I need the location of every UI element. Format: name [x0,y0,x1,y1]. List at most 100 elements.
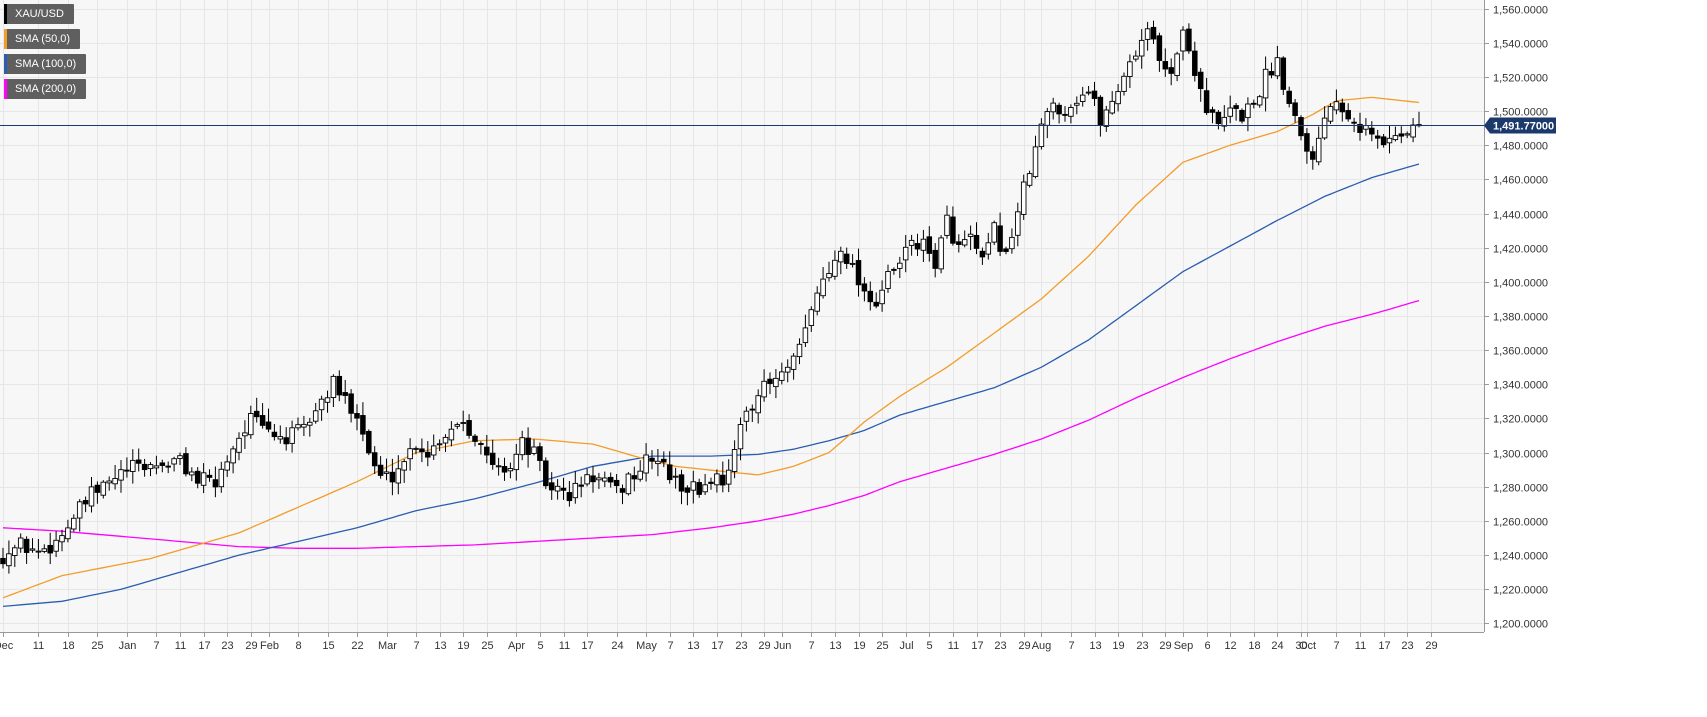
candle[interactable] [708,477,714,490]
candle[interactable] [330,374,337,407]
candle[interactable] [1109,91,1115,115]
candle[interactable] [814,286,820,316]
candle[interactable] [118,460,124,493]
candle[interactable] [1192,41,1198,82]
candle[interactable] [1221,105,1228,132]
candle[interactable] [29,538,36,553]
legend-item-sma200[interactable]: SMA (200,0) [4,79,87,99]
candle[interactable] [1038,118,1045,150]
candle[interactable] [0,547,6,569]
candle[interactable] [584,468,590,487]
candle[interactable] [295,417,301,431]
candle[interactable] [1227,95,1233,124]
candle[interactable] [436,439,443,452]
candle[interactable] [6,540,12,574]
candle[interactable] [613,474,620,494]
candle[interactable] [218,461,225,493]
candle[interactable] [737,417,744,461]
candle[interactable] [454,422,461,430]
candle[interactable] [879,280,885,312]
candle[interactable] [826,261,832,282]
candle[interactable] [401,459,407,483]
candle[interactable] [41,544,48,554]
candle[interactable] [720,461,726,493]
candle[interactable] [460,410,466,432]
candle[interactable] [902,235,909,273]
candle[interactable] [248,405,254,439]
candle[interactable] [1369,121,1375,142]
candle[interactable] [236,432,242,461]
candle[interactable] [342,379,348,404]
candle[interactable] [743,406,750,432]
candle[interactable] [967,225,974,251]
candle[interactable] [779,362,785,385]
candle[interactable] [1121,72,1127,96]
candle[interactable] [1327,103,1334,124]
candle[interactable] [537,442,543,472]
candle[interactable] [519,430,525,461]
candle[interactable] [796,338,803,365]
candle[interactable] [12,544,18,567]
candle[interactable] [318,395,325,421]
candle[interactable] [348,389,354,423]
candle[interactable] [1068,104,1074,124]
candle[interactable] [47,532,53,565]
candle[interactable] [177,452,183,466]
candle[interactable] [926,226,933,262]
candle[interactable] [466,414,472,439]
candle[interactable] [489,439,496,470]
candle[interactable] [820,267,826,299]
candle[interactable] [832,250,838,280]
candle[interactable] [714,469,720,493]
candle[interactable] [1003,246,1009,255]
candle[interactable] [112,465,118,490]
candle[interactable] [147,462,154,477]
sma100-line[interactable] [2,163,1420,608]
candle[interactable] [1085,86,1092,96]
candle[interactable] [525,427,531,468]
candle[interactable] [1127,54,1133,88]
candle[interactable] [956,234,962,253]
candle[interactable] [661,451,667,468]
candle[interactable] [684,485,691,506]
candle[interactable] [666,451,673,484]
candle[interactable] [1333,89,1340,115]
candle[interactable] [336,370,343,402]
candle[interactable] [1298,115,1304,141]
legend-item-symbol[interactable]: XAU/USD [4,4,74,24]
candle[interactable] [212,466,219,498]
candle[interactable] [767,372,773,395]
candle[interactable] [1162,48,1169,77]
candle[interactable] [130,449,136,484]
legend-item-sma100[interactable]: SMA (100,0) [4,54,87,74]
candle[interactable] [360,402,366,442]
candle[interactable] [71,514,77,532]
candle[interactable] [1056,102,1062,124]
candle[interactable] [855,248,862,297]
candle[interactable] [1321,106,1328,140]
candle[interactable] [277,425,284,444]
candle[interactable] [590,466,596,493]
candle[interactable] [1032,135,1039,179]
candle[interactable] [1168,58,1174,86]
candle[interactable] [1280,56,1287,95]
candle[interactable] [1074,96,1080,115]
candle[interactable] [301,415,307,436]
candle[interactable] [259,403,266,429]
candle[interactable] [501,457,508,481]
candle[interactable] [283,427,289,451]
candle[interactable] [607,472,614,488]
candle[interactable] [838,246,844,275]
candle[interactable] [472,434,478,447]
candle[interactable] [1150,20,1157,44]
candle[interactable] [189,467,195,482]
candle[interactable] [578,476,584,498]
candle[interactable] [1133,50,1139,62]
candle[interactable] [560,477,567,500]
candle[interactable] [141,458,148,477]
candle[interactable] [377,456,384,479]
candle[interactable] [324,390,331,413]
candle[interactable] [165,461,171,474]
